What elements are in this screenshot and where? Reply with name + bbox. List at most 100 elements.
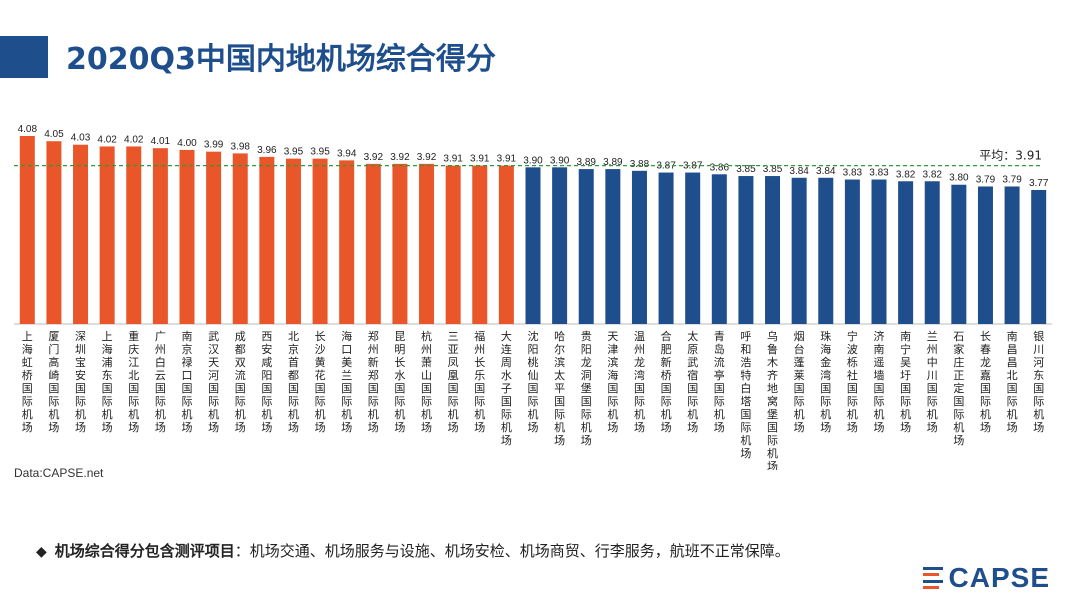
value-label: 3.83 [869,168,889,179]
bar [179,149,195,324]
bar [1004,186,1020,324]
capse-logo: CAPSE [922,562,1050,594]
bar [951,184,967,324]
value-label: 3.85 [763,164,783,175]
logo-text: CAPSE [948,562,1050,593]
bar [472,165,488,324]
bar [977,186,993,324]
category-label: 合肥新桥国际机场 [661,329,672,434]
value-label: 3.79 [1002,174,1022,185]
bar [232,153,248,324]
category-label: 大连周水子国际机场 [501,329,512,447]
category-label: 呼和浩特白塔国际机场 [740,330,751,460]
footnote: ◆ 机场综合得分包含测评项目：机场交通、机场服务与设施、机场安检、机场商贸、行李服… [36,540,790,561]
bar [73,144,89,324]
value-label: 3.77 [1029,178,1049,189]
category-label: 上海浦东国际机场 [102,330,113,434]
bar [99,146,115,324]
category-label: 西安咸阳国际机场 [261,330,272,434]
category-label: 哈尔滨太平国际机场 [554,330,565,447]
category-label: 北京首都国际机场 [288,330,299,434]
value-label: 3.98 [230,141,250,152]
value-label: 3.86 [710,162,730,173]
value-label: 3.91 [497,154,517,165]
bar [419,163,435,324]
category-label: 郑州新郑国际机场 [368,329,379,434]
bar [924,181,940,324]
logo-stripes-icon [922,567,943,589]
title-accent-block [0,36,48,78]
bar [738,176,754,324]
category-label: 宁波栎社国际机场 [847,329,858,434]
bar [19,136,35,324]
category-label: 南昌昌北国际机场 [1007,330,1018,434]
category-label: 厦门高崎国际机场 [48,330,59,434]
category-label: 银川河东国际机场 [1033,329,1044,434]
value-label: 4.03 [71,133,91,144]
bar [631,170,647,324]
value-label: 3.92 [390,152,410,163]
bar [605,169,621,324]
category-label: 济南遥墙国际机场 [874,329,885,434]
value-label: 3.94 [337,148,357,159]
bar [765,176,781,324]
category-label: 三亚凤凰国际机场 [448,330,459,434]
category-label: 杭州萧山国际机场 [421,329,432,434]
category-label: 深圳宝安国际机场 [75,330,86,434]
bar [126,146,142,324]
value-label: 4.08 [18,124,38,135]
value-label: 3.92 [364,152,384,163]
bar [658,172,674,324]
bar [1031,189,1047,324]
category-label: 沈阳桃仙国际机场 [528,329,539,434]
value-label: 3.90 [523,155,543,166]
value-label: 3.89 [603,157,623,168]
value-label: 3.91 [470,154,490,165]
value-label: 4.01 [151,136,171,147]
category-label: 烟台蓬莱国际机场 [794,329,805,434]
value-label: 3.95 [284,147,304,158]
category-label: 成都双流国际机场 [235,330,246,434]
bar [818,177,834,324]
value-label: 4.02 [124,134,144,145]
footnote-body: ：机场交通、机场服务与设施、机场安检、机场商贸、行李服务，航班不正常保障。 [234,542,790,560]
bar [152,148,168,324]
category-label: 青岛流亭国际机场 [714,330,725,434]
category-label: 南京禄口国际机场 [182,330,193,434]
bar [498,165,514,324]
value-label: 3.87 [683,161,703,172]
category-label: 重庆江北国际机场 [128,329,139,434]
category-label: 乌鲁木齐地窝堡国际机场 [767,329,778,470]
category-label: 海口美兰国际机场 [341,329,352,434]
bar-chart: 4.08 上海虹桥国际机场 4.05 厦门高崎国际机场 4.03 深圳宝安国际机场 4.02… [14,124,1052,470]
value-label: 4.02 [97,134,117,145]
bar [844,179,860,324]
category-label: 温州龙湾国际机场 [634,330,645,434]
bar [685,172,701,324]
category-label: 天津滨海国际机场 [607,330,618,434]
average-label: 平均：3.91 [979,149,1042,163]
bar [898,181,914,324]
category-label: 上海虹桥国际机场 [22,330,33,434]
value-label: 4.00 [177,138,197,149]
category-label: 福州长乐国际机场 [474,329,485,434]
footnote-lead: 机场综合得分包含测评项目 [54,542,235,560]
value-label: 3.89 [576,157,596,168]
data-source: Data:CAPSE.net [14,466,104,480]
category-label: 武汉天河国际机场 [208,330,219,434]
value-label: 3.99 [204,140,224,151]
value-label: 4.05 [44,129,64,140]
category-label: 贵阳龙洞堡国际机场 [581,330,592,447]
value-label: 3.92 [417,152,437,163]
bar [259,156,275,324]
bar [552,167,568,324]
bar [445,165,461,324]
value-label: 3.83 [843,168,863,179]
category-label: 广州白云国际机场 [155,330,166,434]
category-label: 长春龙嘉国际机场 [980,330,991,434]
value-label: 3.95 [310,147,330,158]
bar [711,174,727,324]
category-label: 兰州中川国际机场 [927,330,938,434]
bar [206,151,222,324]
value-label: 3.82 [896,169,916,180]
